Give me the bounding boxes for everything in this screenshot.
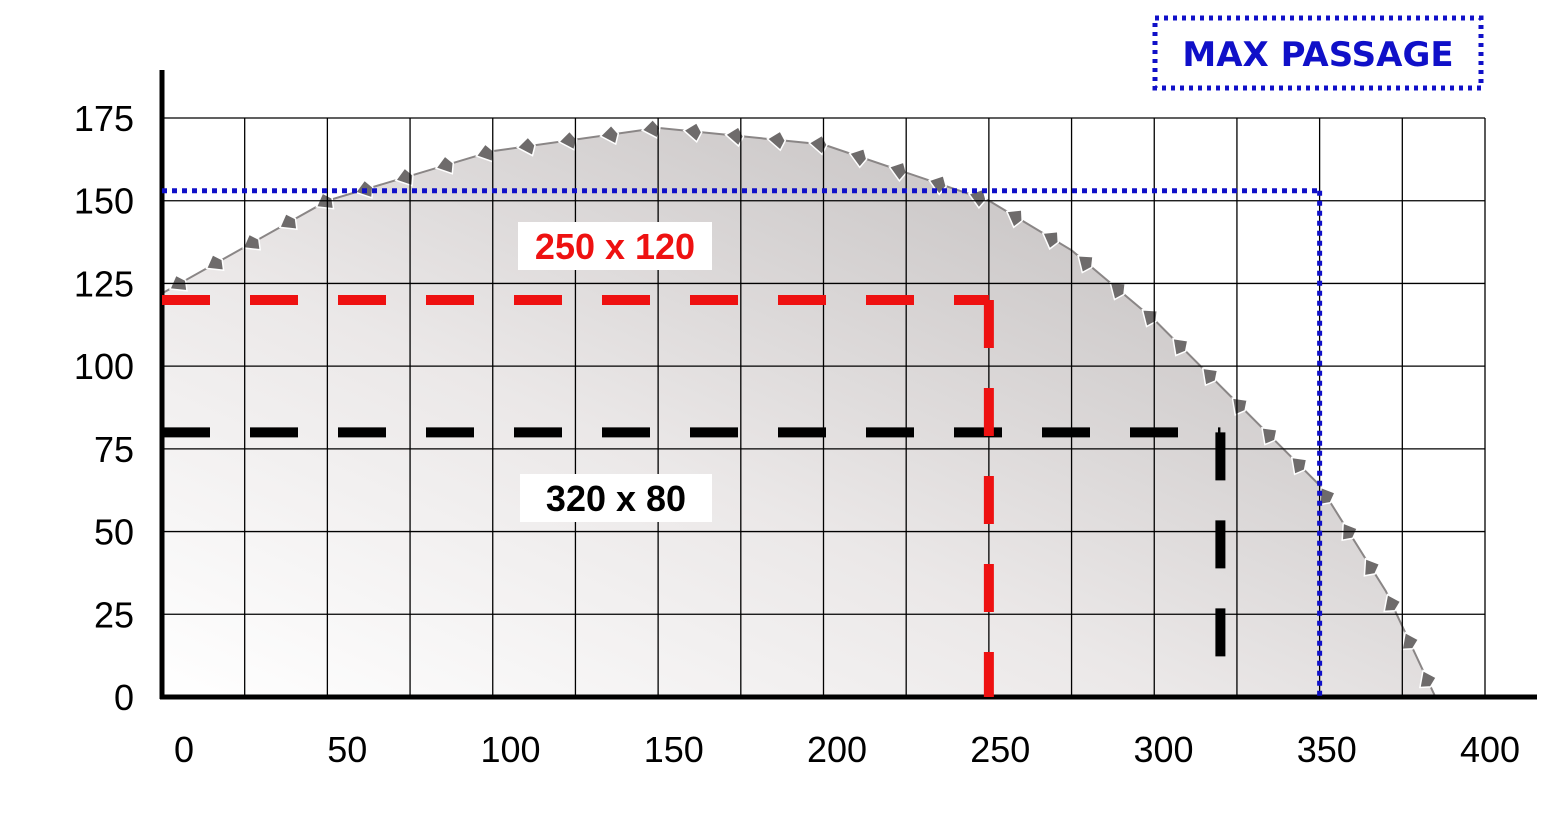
saw-tooth [516,136,536,157]
passage-label-black-bg [520,474,712,522]
saw-tooth [1319,486,1337,506]
saw-tooth [1172,337,1189,357]
x-tick-label: 300 [1133,729,1193,770]
saw-blade-body [161,126,1437,698]
saw-tooth [394,167,414,187]
saw-tooth [241,233,262,251]
y-tick-label: 75 [94,429,134,470]
saw-tooth [205,253,225,272]
saw-tooth [434,154,455,175]
x-tick-label: 50 [327,729,367,770]
max-passage-legend-box [1152,15,1484,91]
saw-tooth [475,142,495,163]
saw-tooth [967,188,987,210]
saw-tooth [1261,426,1278,446]
saw-tooth [599,124,620,146]
x-tick-label: 200 [807,729,867,770]
saw-tooth [1401,631,1420,651]
y-tick-label: 100 [74,346,134,387]
saw-tooth [1383,593,1402,613]
saw-tooth [1290,456,1308,476]
saw-tooth [1231,397,1249,416]
saw-tooth [766,130,787,152]
x-tick-label: 400 [1460,729,1520,770]
saw-teeth [168,118,1438,689]
y-axis-ticks: 0 25 50 75 100 125 150 175 [74,98,134,718]
chart-grid [162,117,1486,697]
saw-tooth [1005,209,1023,229]
y-tick-label: 25 [94,594,134,635]
saw-tooth [640,118,661,140]
saw-tooth [1141,308,1159,328]
passage-label-red: 250 x 120 [535,226,695,267]
y-tick-label: 175 [74,98,134,139]
passage-label-red-bg [518,222,712,270]
y-tick-label: 50 [94,512,134,553]
saw-tooth [682,121,703,143]
saw-tooth [807,134,828,156]
chart-axes [159,70,1537,700]
saw-blade-shape [161,118,1438,698]
max-passage-legend-label: MAX PASSAGE [1182,35,1453,75]
saw-tooth [557,130,578,151]
saw-tooth [1363,557,1381,577]
max-passage-legend: MAX PASSAGE [1152,15,1484,91]
x-tick-label: 150 [644,729,704,770]
x-tick-label: 100 [480,729,540,770]
x-tick-label: 250 [970,729,1030,770]
x-tick-label: 350 [1297,729,1357,770]
passage-lines [162,188,1323,697]
passage-label-black-group: 320 x 80 [520,474,712,522]
saw-tooth [1418,669,1438,689]
saw-tooth [1041,230,1060,251]
saw-tooth [278,212,298,231]
y-tick-label: 125 [74,263,134,304]
y-tick-label: 150 [74,181,134,222]
x-axis-ticks: 0 50 100 150 200 250 300 350 400 [174,729,1520,770]
passage-label-black: 320 x 80 [546,478,686,519]
saw-tooth [1077,254,1094,274]
saw-tooth [724,125,745,148]
y-tick-label: 0 [114,677,134,718]
saw-tooth [1201,367,1219,387]
x-tick-label: 0 [174,729,194,770]
passage-label-red-group: 250 x 120 [518,222,712,270]
saw-tooth [848,147,868,169]
